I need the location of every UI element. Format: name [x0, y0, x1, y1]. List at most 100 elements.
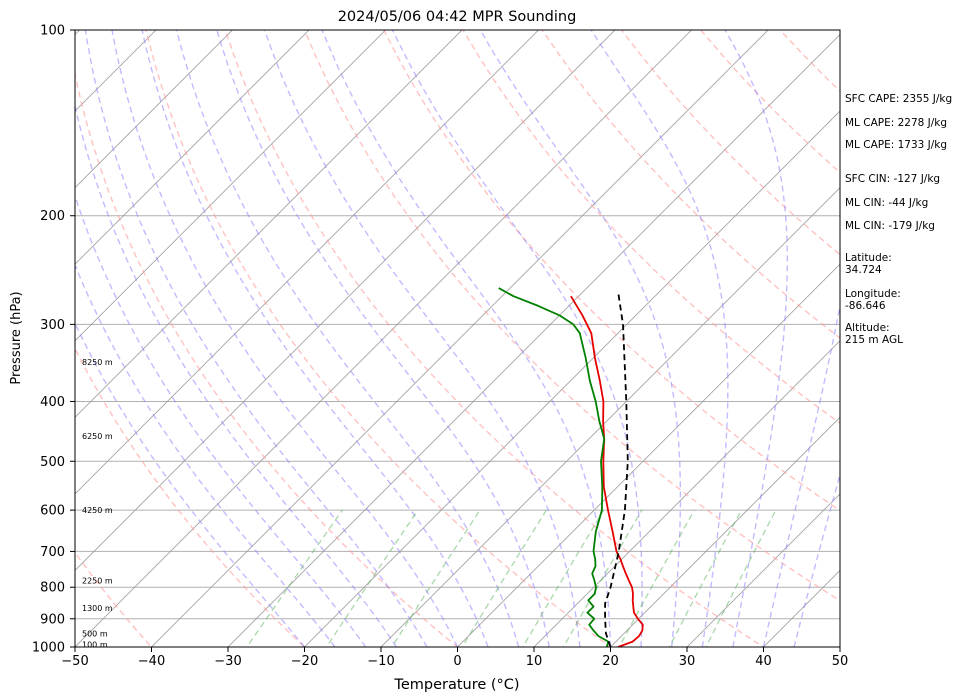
isotherm-line [75, 30, 310, 265]
x-tick-label: 40 [755, 654, 772, 669]
isotherm-line [75, 30, 387, 342]
isotherm-line [75, 30, 234, 189]
mixing-ratio-line [325, 509, 419, 647]
moist-adiabat-line [111, 30, 459, 647]
annotation-text: ML CAPE: 1733 J/kg [845, 139, 947, 151]
moist-adiabat-line [479, 30, 682, 647]
annotation-text: 215 m AGL [845, 334, 903, 346]
y-tick-label: 800 [40, 581, 65, 596]
moist-adiabat-line [216, 30, 550, 647]
y-axis: 1000 900 800 700 600 500 400 300 200 100 [32, 24, 75, 656]
y-tick-label: 900 [40, 612, 65, 627]
isotherm-line [75, 30, 157, 112]
y-axis-label: Pressure (hPa) [9, 291, 24, 384]
x-tick-label: −10 [367, 654, 394, 669]
y-tick-label: 600 [40, 504, 65, 519]
x-tick-label: 10 [526, 654, 543, 669]
dry-adiabat-line [303, 30, 840, 602]
height-label: 100 m [82, 640, 108, 649]
y-tick-label: 1000 [32, 641, 65, 656]
isotherm-line [456, 263, 840, 647]
mixing-ratio-line [246, 509, 343, 647]
isotherm-line [609, 416, 840, 647]
height-label: 500 m [82, 629, 108, 638]
isotherm-line [686, 493, 840, 647]
moist-adiabat-line [724, 30, 788, 647]
isotherm-line [75, 30, 693, 647]
dry-adiabat-line [75, 347, 306, 647]
dry-adiabat-line [462, 30, 840, 424]
height-label: 6250 m [82, 432, 113, 441]
isotherm-line [227, 33, 840, 647]
y-tick-label: 700 [40, 545, 65, 560]
mixing-ratio-line [668, 509, 743, 647]
moist-adiabat-line [84, 30, 428, 647]
annotation-text: 34.724 [845, 264, 882, 276]
moist-adiabat-line [263, 30, 581, 647]
moist-adiabat-line [762, 302, 840, 647]
annotation-text: ML CIN: -44 J/kg [845, 197, 928, 209]
x-tick-label: −40 [138, 654, 165, 669]
y-tick-label: 400 [40, 395, 65, 410]
y-tick-label: 200 [40, 209, 65, 224]
mixing-ratio-line [618, 509, 695, 647]
x-tick-label: 50 [832, 654, 849, 669]
sounding-annotations: SFC CAPE: 2355 J/kg ML CAPE: 2278 J/kg ML … [845, 93, 952, 346]
y-tick-label: 500 [40, 455, 65, 470]
annotation-text: SFC CIN: -127 J/kg [845, 173, 940, 185]
height-label: 1300 m [82, 604, 113, 613]
parcel-line [604, 290, 629, 647]
mixing-ratio-line [705, 509, 777, 647]
x-tick-label: −30 [214, 654, 241, 669]
y-tick-label: 100 [40, 24, 65, 39]
x-axis-label: Temperature (°C) [393, 677, 519, 693]
moist-adiabat-line [75, 263, 336, 647]
x-tick-label: 30 [679, 654, 696, 669]
annotation-text: Altitude: [845, 322, 890, 334]
height-label: 8250 m [82, 358, 113, 367]
mixing-ratio-line [522, 509, 605, 647]
chart-title: 2024/05/06 04:42 MPR Sounding [338, 9, 577, 25]
sounding-series [498, 287, 644, 647]
isotherm-line [75, 30, 616, 572]
isotherm-line [533, 340, 840, 647]
moist-adiabat-line [793, 472, 840, 647]
dry-adiabat-line [75, 71, 459, 647]
background-lines [75, 30, 840, 647]
annotation-text: -86.646 [845, 300, 886, 312]
isotherm-line [150, 30, 769, 647]
moist-adiabat-line [321, 30, 612, 647]
moist-adiabat-line [75, 193, 367, 647]
isotherm-line [75, 30, 540, 495]
x-tick-label: 0 [453, 654, 461, 669]
mixing-ratio-line [391, 509, 481, 647]
moist-adiabat-line [75, 103, 397, 647]
moist-adiabat-line [175, 30, 520, 647]
annotation-text: Latitude: [845, 252, 892, 264]
dry-adiabat-line [383, 30, 840, 512]
plot-frame [74, 29, 841, 648]
x-tick-label: −50 [61, 654, 88, 669]
moist-adiabat-line [391, 30, 643, 647]
moist-adiabat-line [141, 30, 489, 647]
annotation-text: ML CAPE: 2278 J/kg [845, 117, 947, 129]
x-axis: −50 −40 −30 −20 −10 0 10 20 30 40 50 [61, 647, 848, 669]
moist-adiabat-line [590, 30, 729, 647]
dry-adiabat-line [75, 551, 153, 647]
annotation-text: ML CIN: -179 J/kg [845, 220, 935, 232]
mixing-ratio-line [461, 509, 547, 647]
x-tick-label: −20 [291, 654, 318, 669]
isotherm-line [380, 187, 840, 647]
annotation-text: Longitude: [845, 288, 901, 300]
annotation-text: SFC CAPE: 2355 J/kg [845, 93, 952, 105]
dewpoint-line [498, 287, 610, 647]
height-labels: 100 m 500 m 1300 m 2250 m 4250 m 6250 m 8250 m [82, 358, 113, 649]
x-tick-label: 20 [602, 654, 619, 669]
temperature-line [570, 295, 644, 647]
isotherm-line [303, 110, 840, 647]
isotherm-line [75, 30, 463, 418]
dry-adiabat-line [224, 30, 765, 647]
height-label: 2250 m [82, 576, 113, 585]
height-label: 4250 m [82, 506, 113, 515]
